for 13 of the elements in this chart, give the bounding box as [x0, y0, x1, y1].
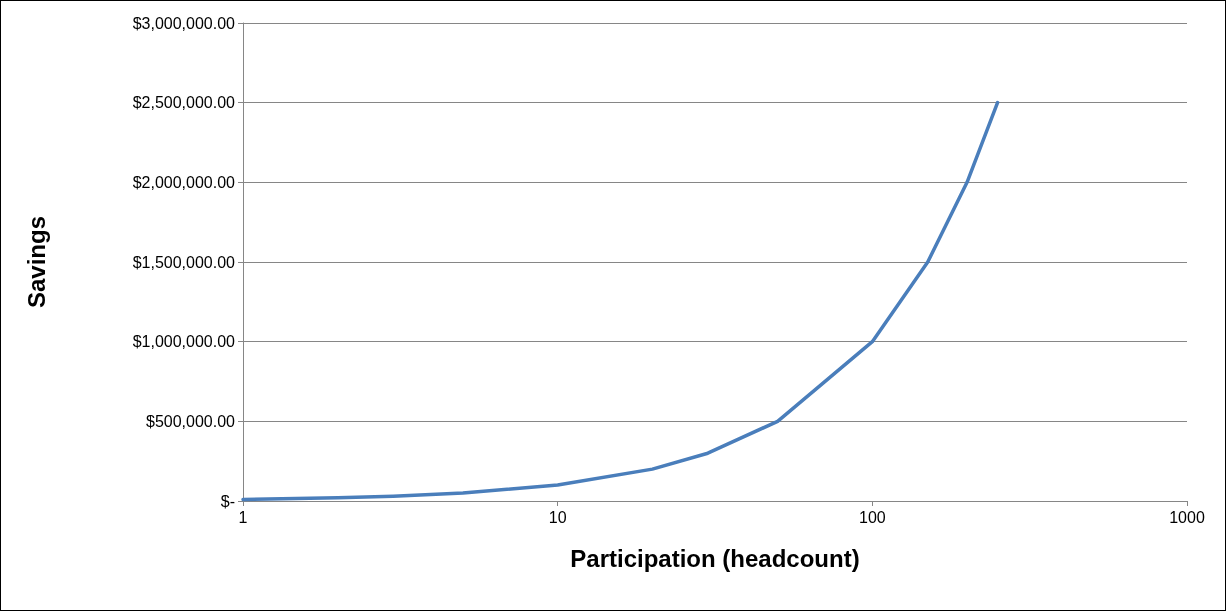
x-tick-label: 1000	[1169, 508, 1205, 526]
x-tick-label: 1	[238, 508, 248, 526]
y-tick-label: $2,000,000.00	[132, 173, 236, 191]
y-tick-label: $3,000,000.00	[132, 14, 236, 32]
x-axis-title: Participation (headcount)	[570, 544, 860, 572]
y-tick-label: $500,000.00	[146, 412, 236, 430]
x-tick-label: 10	[548, 508, 567, 526]
y-tick-label: $1,500,000.00	[132, 253, 236, 271]
x-tick-label: 100	[858, 508, 886, 526]
y-tick-label: $1,000,000.00	[132, 333, 236, 351]
y-tick-label: $-	[220, 492, 235, 510]
y-tick-label: $2,500,000.00	[132, 94, 236, 112]
y-axis-title: Savings	[22, 215, 50, 309]
